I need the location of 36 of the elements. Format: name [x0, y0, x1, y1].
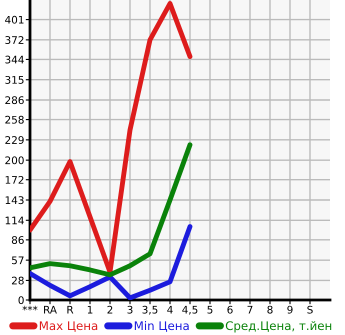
y-tick-label: 344	[5, 56, 24, 64]
y-tick-label: 114	[6, 216, 24, 224]
x-tick-label: RA	[44, 306, 57, 314]
x-tick-label: 4,5	[182, 306, 198, 315]
x-tick-label: 7	[248, 306, 252, 314]
x-tick-label: ***	[22, 306, 38, 310]
x-tick-label: 2	[107, 306, 112, 314]
x-tick-label: 8	[267, 306, 273, 314]
x-tick-label: 3	[127, 306, 132, 314]
y-tick-label: 0	[18, 296, 24, 304]
x-tick-label: 1	[88, 306, 92, 314]
legend-label: Max Цена	[40, 321, 98, 332]
line-series	[30, 1, 192, 274]
x-tick-label: R	[67, 306, 74, 314]
line-series	[30, 142, 192, 278]
y-tick-label: 200	[5, 156, 24, 164]
y-tick-label: 229	[5, 136, 24, 144]
x-tick-label: S	[307, 306, 313, 314]
x-tick-label: 6	[227, 306, 233, 314]
y-tick-label: 57	[12, 256, 24, 264]
y-tick-label: 401	[5, 16, 24, 24]
y-tick-label: 172	[6, 176, 24, 184]
y-tick-label: 28	[12, 276, 24, 285]
legend-label: Сред.Цена, т.йен	[226, 321, 332, 332]
x-tick-label: 4	[167, 306, 173, 314]
y-tick-label: 315	[5, 76, 24, 84]
y-tick-label: 258	[5, 116, 24, 124]
x-tick-label: 9	[287, 306, 293, 314]
x-tick-label: 3,5	[142, 306, 158, 315]
y-tick-label: 286	[5, 96, 24, 104]
x-tick-label: 5	[207, 306, 212, 314]
y-tick-label: 86	[12, 236, 24, 244]
y-tick-label: 372	[5, 36, 24, 44]
y-tick-label: 143	[6, 196, 24, 204]
legend-label: Min Цена	[134, 321, 189, 332]
line-series	[30, 224, 192, 300]
